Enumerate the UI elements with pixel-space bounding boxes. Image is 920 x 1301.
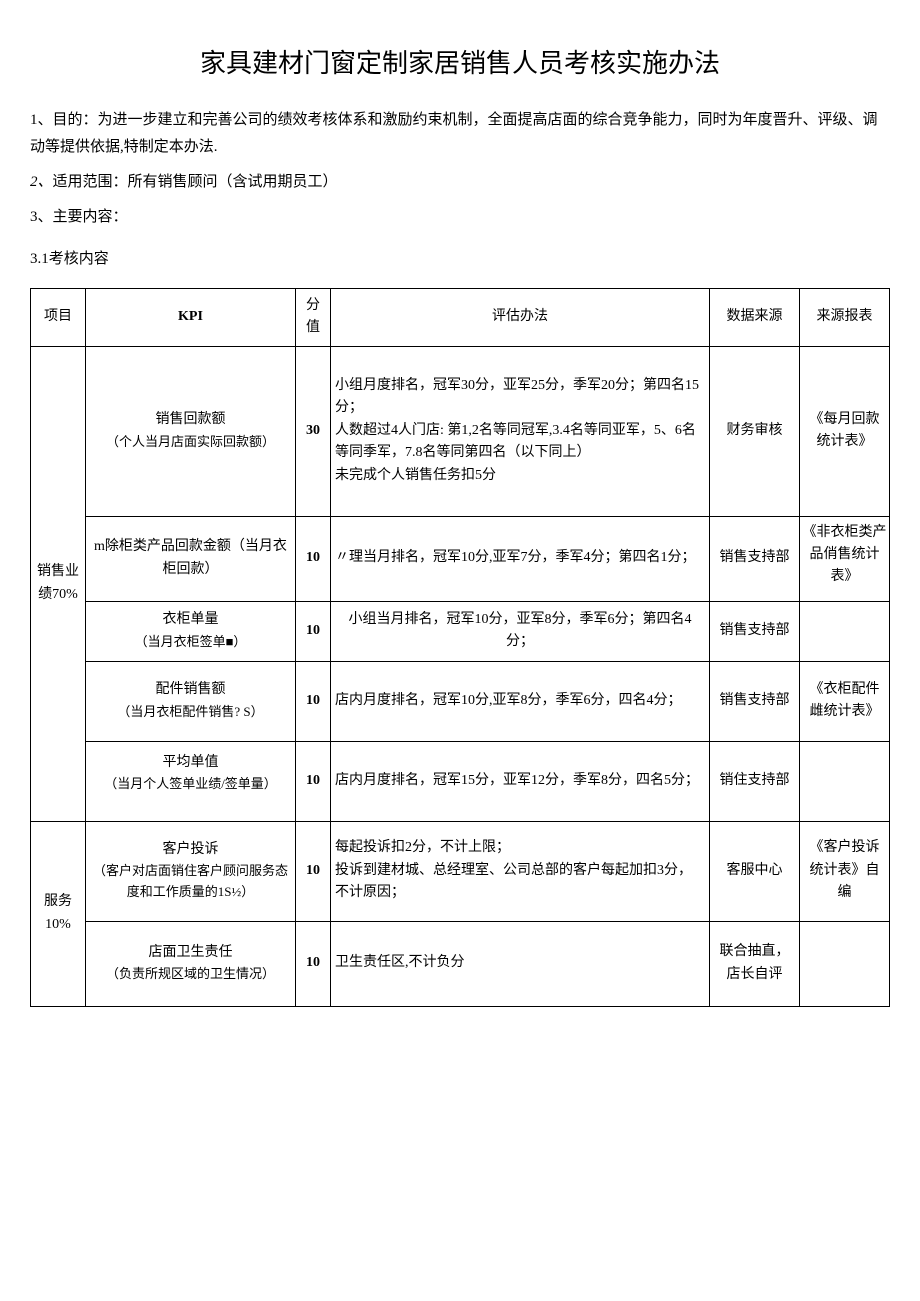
kpi-cell: 店面卫生责任 （负责所规区域的卫生情况） [86,921,296,1006]
method-cell: 每起投诉扣2分，不计上限； 投诉到建材城、总经理室、公司总部的客户每起加扣3分，… [331,821,710,921]
report-cell: 《非衣柜类产品俏售统计表》 [800,516,890,601]
source-cell: 销售支持部 [710,661,800,741]
kpi-cell: 配件销售额 （当月衣柜配件销售? S） [86,661,296,741]
header-source: 数据来源 [710,288,800,346]
source-cell: 销售支持部 [710,516,800,601]
source-cell: 销住支持部 [710,741,800,821]
header-score: 分值 [296,288,331,346]
score-cell: 10 [296,741,331,821]
purpose-paragraph: 1、目的：为进一步建立和完善公司的绩效考核体系和激励约束机制，全面提高店面的综合… [30,107,890,161]
report-cell [800,741,890,821]
project-cell-sales: 销售业绩70% [31,346,86,821]
source-cell: 销售支持部 [710,601,800,661]
report-cell: 《客户投诉统计表》自编 [800,821,890,921]
kpi-cell: m除柜类产品回款金额（当月衣柜回款） [86,516,296,601]
table-row: 销售业绩70% 销售回款额 （个人当月店面实际回款额） 30 小组月度排名，冠军… [31,346,890,516]
assessment-content-heading: 3.1考核内容 [30,246,890,273]
kpi-cell: 衣柜单量 （当月衣柜签单■） [86,601,296,661]
document-title: 家具建材门窗定制家居销售人员考核实施办法 [30,40,890,87]
score-cell: 10 [296,661,331,741]
method-cell: 小组当月排名，冠军10分，亚军8分，季军6分；第四名4分； [331,601,710,661]
table-row: 服务10% 客户投诉 （客户对店面销住客户顾问服务态度和工作质量的1S½） 10… [31,821,890,921]
scope-paragraph: 2、适用范围：所有销售顾问（含试用期员工） [30,169,890,196]
score-cell: 10 [296,601,331,661]
score-cell: 10 [296,821,331,921]
report-cell [800,921,890,1006]
kpi-cell: 销售回款额 （个人当月店面实际回款额） [86,346,296,516]
report-cell: 《衣柜配件雌统计表》 [800,661,890,741]
table-header-row: 项目 KPI 分值 评估办法 数据来源 来源报表 [31,288,890,346]
table-row: 衣柜单量 （当月衣柜签单■） 10 小组当月排名，冠军10分，亚军8分，季军6分… [31,601,890,661]
method-cell: 〃理当月排名，冠军10分,亚军7分，季军4分；第四名1分； [331,516,710,601]
scope-text: 适用范围：所有销售顾问（含试用期员工） [53,174,338,190]
score-cell: 10 [296,516,331,601]
header-project: 项目 [31,288,86,346]
method-cell: 店内月度排名，冠军10分,亚军8分，季军6分，四名4分； [331,661,710,741]
table-row: 店面卫生责任 （负责所规区域的卫生情况） 10 卫生责任区,不计负分 联合抽直，… [31,921,890,1006]
method-cell: 小组月度排名，冠军30分，亚军25分，季军20分；第四名15分； 人数超过4人门… [331,346,710,516]
scope-number: 2、 [30,174,53,190]
source-cell: 客服中心 [710,821,800,921]
header-method: 评估办法 [331,288,710,346]
kpi-cell: 客户投诉 （客户对店面销住客户顾问服务态度和工作质量的1S½） [86,821,296,921]
main-content-heading: 3、主要内容： [30,204,890,231]
source-cell: 联合抽直，店长自评 [710,921,800,1006]
report-cell [800,601,890,661]
assessment-table: 项目 KPI 分值 评估办法 数据来源 来源报表 销售业绩70% 销售回款额 （… [30,288,890,1007]
method-cell: 店内月度排名，冠军15分，亚军12分，季军8分，四名5分； [331,741,710,821]
project-cell-service: 服务10% [31,821,86,1006]
table-row: 平均单值 （当月个人签单业绩/签单量） 10 店内月度排名，冠军15分，亚军12… [31,741,890,821]
header-kpi: KPI [86,288,296,346]
kpi-cell: 平均单值 （当月个人签单业绩/签单量） [86,741,296,821]
source-cell: 财务审核 [710,346,800,516]
score-cell: 30 [296,346,331,516]
header-report: 来源报表 [800,288,890,346]
score-cell: 10 [296,921,331,1006]
method-cell: 卫生责任区,不计负分 [331,921,710,1006]
table-row: m除柜类产品回款金额（当月衣柜回款） 10 〃理当月排名，冠军10分,亚军7分，… [31,516,890,601]
table-row: 配件销售额 （当月衣柜配件销售? S） 10 店内月度排名，冠军10分,亚军8分… [31,661,890,741]
report-cell: 《每月回款统计表》 [800,346,890,516]
